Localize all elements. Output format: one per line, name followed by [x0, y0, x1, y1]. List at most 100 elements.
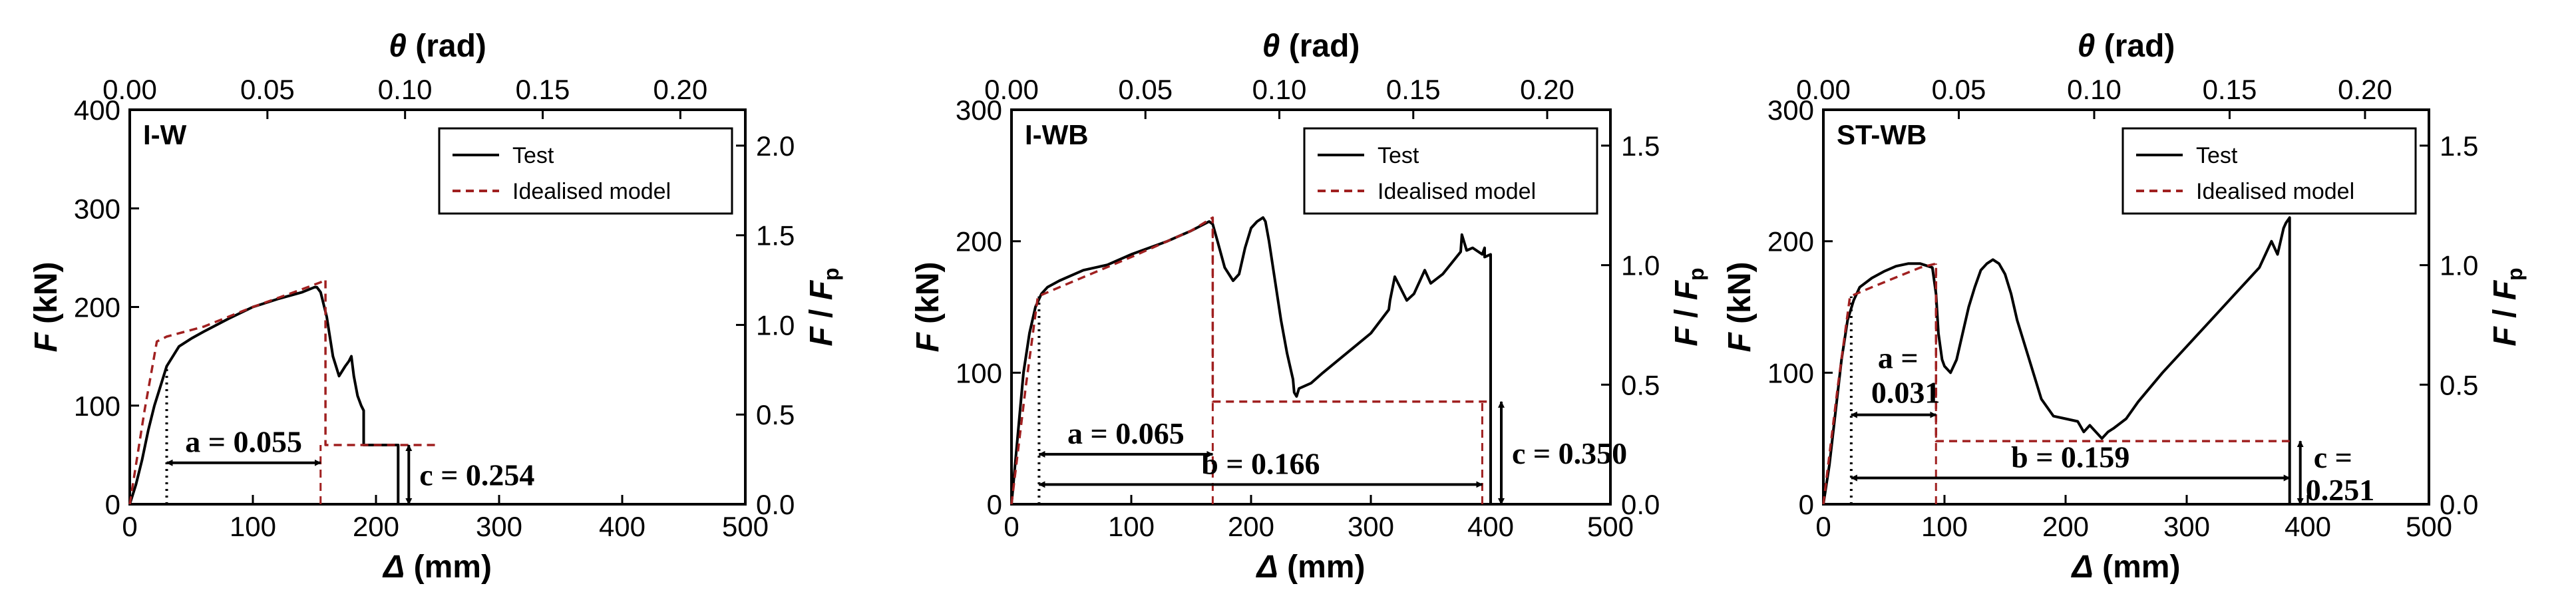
right-y-axis-label: F / Fp	[1669, 267, 1708, 346]
x-tick-label: 500	[2406, 511, 2452, 542]
right-y-tick-label: 1.0	[756, 309, 795, 341]
series-test	[1010, 216, 1492, 505]
top-x-tick-label: 0.20	[1520, 74, 1574, 105]
right-y-tick-label: 0.5	[1621, 369, 1660, 400]
x-tick-label: 0	[1815, 511, 1831, 542]
series-idealised-model	[1822, 262, 2290, 505]
top-x-tick-label: 0.05	[240, 74, 295, 105]
top-x-tick-label: 0.05	[1118, 74, 1173, 105]
top-x-tick-label: 0.20	[2338, 74, 2392, 105]
x-tick-label: 300	[476, 511, 522, 542]
x-tick-label: 500	[722, 511, 769, 542]
legend-box	[2121, 127, 2417, 215]
x-tick-label: 400	[2285, 511, 2331, 542]
annotation-label: a = 0.055	[185, 425, 302, 459]
top-x-tick-label: 0.10	[1252, 74, 1307, 105]
top-x-axis-label: θ (rad)	[1262, 29, 1360, 64]
y-tick-label: 300	[74, 193, 120, 224]
x-tick-label: 200	[353, 511, 399, 542]
y-tick-label: 400	[74, 94, 120, 126]
annotation-label: c = 0.254	[419, 458, 534, 492]
x-tick-label: 300	[1348, 511, 1394, 542]
plot-frame	[1010, 108, 1612, 506]
series-test	[1822, 216, 2291, 505]
y-tick-label: 100	[956, 357, 1002, 388]
x-tick-label: 300	[2163, 511, 2210, 542]
panel-label: I-WB	[1025, 119, 1089, 150]
x-axis-label: Δ (mm)	[2071, 549, 2181, 585]
x-tick-label: 100	[230, 511, 276, 542]
x-tick-label: 100	[1921, 511, 1968, 542]
right-y-tick-label: 1.0	[2440, 250, 2478, 281]
x-tick-label: 400	[599, 511, 645, 542]
y-tick-label: 300	[956, 94, 1002, 126]
panel-label: I-W	[143, 119, 187, 150]
annotation-label: c = 0.350	[1512, 436, 1627, 470]
annotation-label: b = 0.166	[1201, 446, 1320, 480]
panel-label: ST-WB	[1837, 119, 1927, 150]
y-tick-label: 0	[105, 489, 120, 520]
top-x-tick-label: 0.00	[984, 74, 1039, 105]
annotation-label: c =	[2314, 440, 2352, 474]
y-tick-label: 100	[74, 390, 120, 422]
x-tick-label: 0	[122, 511, 137, 542]
series-idealised-model	[128, 278, 438, 505]
top-x-tick-label: 0.15	[2203, 74, 2257, 105]
y-tick-label: 200	[74, 292, 120, 323]
legend-label-test: Test	[512, 143, 554, 168]
legend-label-test: Test	[2196, 143, 2238, 168]
right-y-axis-label: F / Fp	[2487, 267, 2527, 346]
y-tick-label: 300	[1767, 94, 1814, 126]
legend-label-idealised: Idealised model	[512, 179, 671, 204]
right-y-tick-label: 1.5	[756, 220, 795, 251]
series-test	[128, 285, 400, 505]
top-x-tick-label: 0.00	[102, 74, 157, 105]
top-x-tick-label: 0.10	[378, 74, 433, 105]
x-axis-label: Δ (mm)	[1256, 549, 1366, 585]
x-tick-label: 100	[1108, 511, 1155, 542]
annotation-label: a =	[1878, 341, 1919, 375]
series-idealised-model	[1010, 216, 1491, 505]
annotation-label: 0.251	[2306, 473, 2375, 507]
y-tick-label: 0	[1799, 489, 1814, 520]
top-x-axis-label: θ (rad)	[2078, 29, 2175, 64]
legend-label-idealised: Idealised model	[1378, 179, 1536, 204]
y-tick-label: 0	[987, 489, 1002, 520]
right-y-tick-label: 0.0	[1621, 489, 1660, 520]
right-y-tick-label: 0.0	[756, 489, 795, 520]
right-y-tick-label: 1.5	[1621, 130, 1660, 162]
annotation-label: 0.031	[1871, 376, 1940, 410]
legend-box	[1303, 127, 1598, 215]
legend-label-idealised: Idealised model	[2196, 179, 2354, 204]
top-x-tick-label: 0.20	[653, 74, 707, 105]
plot-frame	[1822, 108, 2430, 506]
annotation-label: a = 0.065	[1067, 416, 1185, 450]
y-axis-label: F (kN)	[29, 262, 64, 353]
right-y-tick-label: 1.0	[1621, 250, 1660, 281]
x-tick-label: 0	[1004, 511, 1019, 542]
x-tick-label: 400	[1467, 511, 1514, 542]
x-tick-label: 200	[2042, 511, 2089, 542]
right-y-tick-label: 0.5	[756, 399, 795, 430]
top-x-tick-label: 0.15	[1386, 74, 1441, 105]
legend-label-test: Test	[1378, 143, 1419, 168]
right-y-tick-label: 1.5	[2440, 130, 2478, 162]
top-x-tick-label: 0.10	[2067, 74, 2121, 105]
x-axis-label: Δ (mm)	[382, 549, 492, 585]
x-tick-label: 500	[1587, 511, 1634, 542]
x-tick-label: 200	[1228, 511, 1274, 542]
right-y-tick-label: 0.5	[2440, 369, 2478, 400]
top-x-tick-label: 0.00	[1796, 74, 1851, 105]
y-tick-label: 200	[956, 226, 1002, 257]
top-x-tick-label: 0.15	[516, 74, 570, 105]
legend-box	[438, 127, 733, 215]
right-y-tick-label: 2.0	[756, 130, 795, 162]
top-x-axis-label: θ (rad)	[389, 29, 486, 64]
y-tick-label: 100	[1767, 357, 1814, 388]
y-axis-label: F (kN)	[1722, 262, 1757, 353]
annotation-label: b = 0.159	[2011, 440, 2129, 474]
